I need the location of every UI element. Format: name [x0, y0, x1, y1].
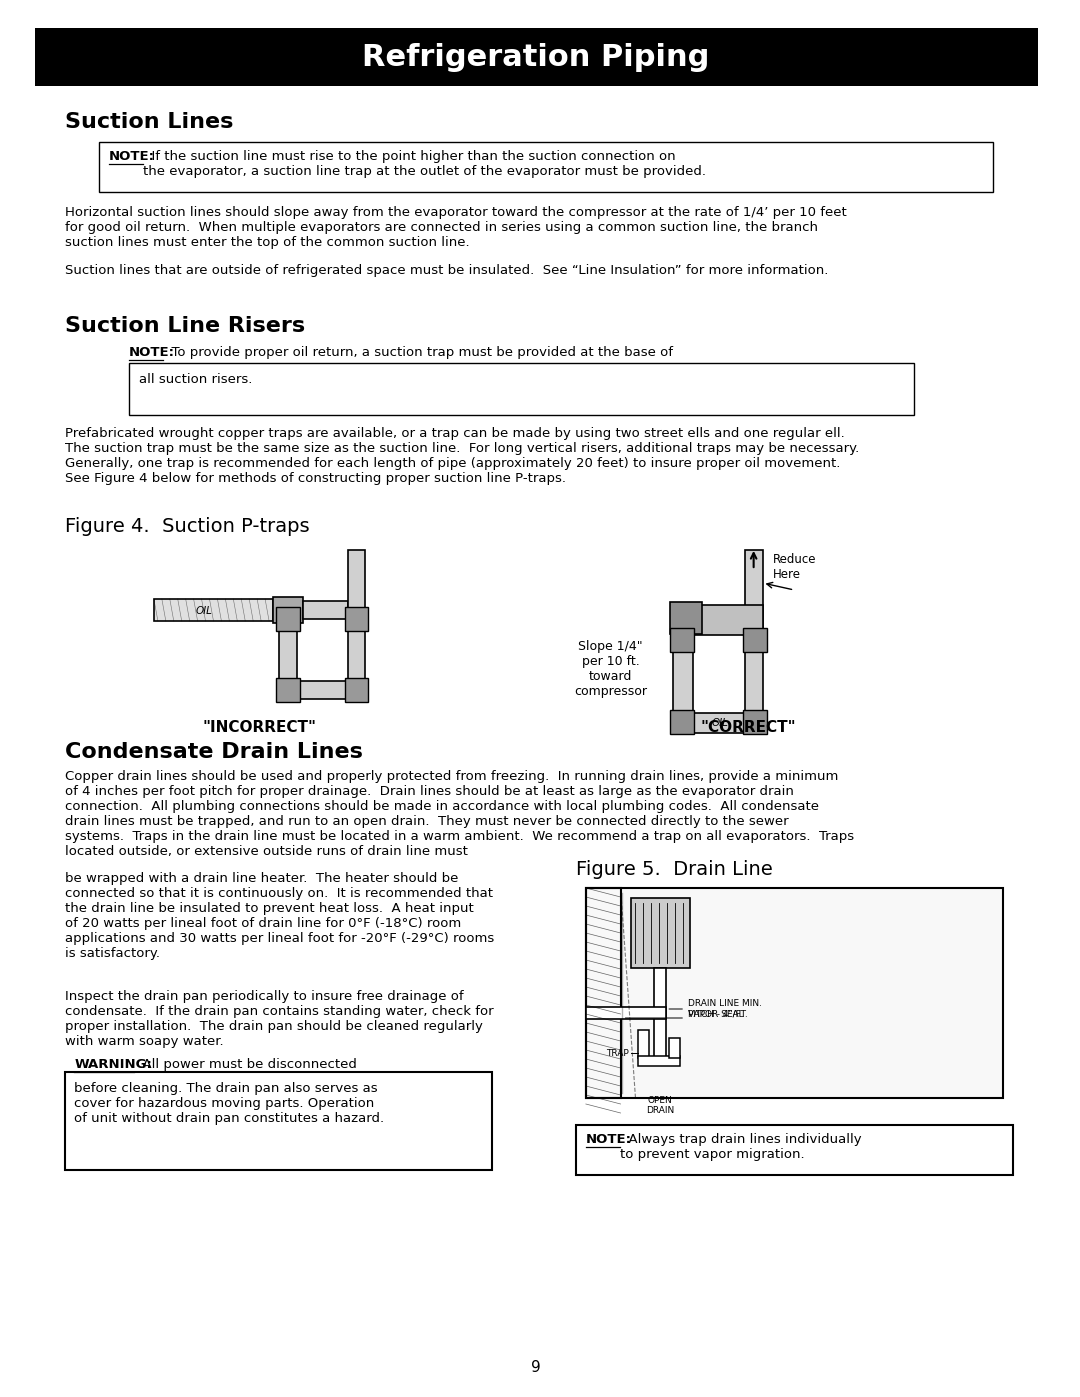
FancyBboxPatch shape: [638, 1056, 680, 1066]
FancyBboxPatch shape: [348, 550, 365, 619]
Text: 9: 9: [531, 1361, 541, 1375]
Text: Inspect the drain pan periodically to insure free drainage of
condensate.  If th: Inspect the drain pan periodically to in…: [65, 990, 494, 1048]
FancyBboxPatch shape: [130, 363, 914, 415]
FancyBboxPatch shape: [348, 619, 365, 690]
FancyBboxPatch shape: [276, 678, 300, 703]
Text: "INCORRECT": "INCORRECT": [203, 719, 316, 735]
Text: DRAIN LINE MIN.
PITCH - 4"/FT.: DRAIN LINE MIN. PITCH - 4"/FT.: [688, 999, 762, 1018]
FancyBboxPatch shape: [673, 712, 765, 733]
FancyBboxPatch shape: [675, 605, 762, 636]
FancyBboxPatch shape: [671, 602, 702, 634]
Text: OPEN
DRAIN: OPEN DRAIN: [646, 1097, 674, 1115]
FancyBboxPatch shape: [65, 1071, 491, 1171]
Text: Reduce
Here: Reduce Here: [772, 553, 816, 581]
Text: NOTE:: NOTE:: [585, 1133, 632, 1146]
Text: Horizontal suction lines should slope away from the evaporator toward the compre: Horizontal suction lines should slope aw…: [65, 205, 847, 249]
Text: NOTE:: NOTE:: [109, 149, 156, 163]
FancyBboxPatch shape: [35, 28, 1038, 87]
Text: Prefabricated wrought copper traps are available, or a trap can be made by using: Prefabricated wrought copper traps are a…: [65, 427, 859, 485]
FancyBboxPatch shape: [743, 629, 767, 652]
FancyBboxPatch shape: [671, 710, 694, 733]
Text: WARNING:: WARNING:: [75, 1058, 152, 1071]
Text: Slope 1/4"
per 10 ft.
toward
compressor: Slope 1/4" per 10 ft. toward compressor: [575, 640, 647, 698]
FancyBboxPatch shape: [743, 710, 767, 733]
Text: be wrapped with a drain line heater.  The heater should be
connected so that it : be wrapped with a drain line heater. The…: [65, 872, 494, 960]
Text: Copper drain lines should be used and properly protected from freezing.  In runn: Copper drain lines should be used and pr…: [65, 770, 853, 858]
FancyBboxPatch shape: [576, 1125, 1013, 1175]
FancyBboxPatch shape: [276, 608, 300, 631]
Text: To provide proper oil return, a suction trap must be provided at the base of: To provide proper oil return, a suction …: [163, 346, 673, 359]
FancyBboxPatch shape: [631, 898, 690, 968]
Text: If the suction line must rise to the point higher than the suction connection on: If the suction line must rise to the poi…: [143, 149, 706, 177]
Text: OIL: OIL: [712, 718, 728, 728]
FancyBboxPatch shape: [585, 1007, 666, 1018]
FancyBboxPatch shape: [345, 608, 368, 631]
FancyBboxPatch shape: [670, 1038, 680, 1058]
FancyBboxPatch shape: [745, 640, 762, 717]
Text: OIL: OIL: [195, 606, 212, 616]
FancyBboxPatch shape: [585, 888, 1003, 1098]
Text: TRAP: TRAP: [606, 1049, 629, 1058]
Text: Suction Lines: Suction Lines: [65, 112, 233, 131]
Text: "CORRECT": "CORRECT": [701, 719, 796, 735]
Text: all suction risers.: all suction risers.: [139, 373, 253, 386]
FancyBboxPatch shape: [745, 550, 762, 640]
FancyBboxPatch shape: [671, 629, 694, 652]
Text: Figure 4.  Suction P-traps: Figure 4. Suction P-traps: [65, 517, 309, 536]
Text: Condensate Drain Lines: Condensate Drain Lines: [65, 742, 363, 761]
FancyBboxPatch shape: [345, 678, 368, 703]
Text: Refrigeration Piping: Refrigeration Piping: [363, 42, 710, 71]
FancyBboxPatch shape: [654, 968, 666, 1063]
FancyBboxPatch shape: [154, 599, 273, 622]
FancyBboxPatch shape: [638, 1030, 649, 1058]
FancyBboxPatch shape: [279, 680, 365, 698]
Text: All power must be disconnected: All power must be disconnected: [134, 1058, 356, 1071]
Text: VAPOR SEAL: VAPOR SEAL: [688, 1010, 744, 1018]
Text: NOTE:: NOTE:: [130, 346, 175, 359]
Text: Always trap drain lines individually
to prevent vapor migration.: Always trap drain lines individually to …: [620, 1133, 861, 1161]
FancyBboxPatch shape: [99, 142, 993, 191]
FancyBboxPatch shape: [673, 631, 693, 715]
FancyBboxPatch shape: [279, 623, 297, 690]
Text: Figure 5.  Drain Line: Figure 5. Drain Line: [576, 861, 772, 879]
FancyBboxPatch shape: [273, 597, 302, 623]
Text: before cleaning. The drain pan also serves as
cover for hazardous moving parts. : before cleaning. The drain pan also serv…: [75, 1083, 384, 1125]
FancyBboxPatch shape: [302, 601, 348, 619]
Text: Suction lines that are outside of refrigerated space must be insulated.  See “Li: Suction lines that are outside of refrig…: [65, 264, 828, 277]
Text: Suction Line Risers: Suction Line Risers: [65, 316, 305, 337]
